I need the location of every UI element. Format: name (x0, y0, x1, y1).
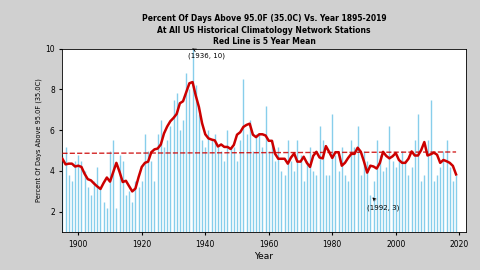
X-axis label: Year: Year (254, 252, 274, 261)
Y-axis label: Percent Of Days Above 95.0F (35.0C): Percent Of Days Above 95.0F (35.0C) (36, 79, 42, 202)
Text: (1936, 10): (1936, 10) (188, 49, 225, 59)
Title: Percent Of Days Above 95.0F (35.0C) Vs. Year 1895-2019
At All US Historical Clim: Percent Of Days Above 95.0F (35.0C) Vs. … (142, 14, 386, 46)
Text: (1992, 3): (1992, 3) (367, 198, 399, 211)
